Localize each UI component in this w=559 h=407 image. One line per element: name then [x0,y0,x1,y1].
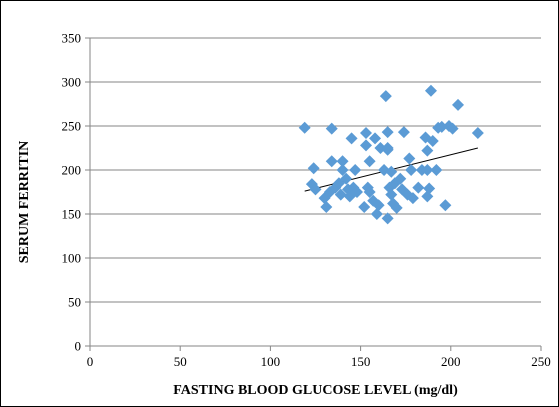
y-axis-title: SERUM FERRITIN [17,141,32,264]
x-tick-label: 100 [261,354,281,369]
data-point [421,144,434,157]
data-point [423,182,436,195]
y-tick-label: 150 [62,207,82,222]
data-point [363,155,376,168]
data-point [345,132,358,145]
data-point [358,200,371,213]
data-point [381,212,394,225]
data-points [298,84,484,225]
y-tick-label: 300 [62,75,82,90]
y-tick-label: 0 [75,339,82,354]
data-point [325,155,338,168]
data-point [405,164,418,176]
x-tick-label: 150 [351,354,371,369]
axes [85,37,542,351]
data-point [397,126,410,139]
data-point [390,201,403,214]
tick-labels: 0 50 100 150 200 250 300 350 0 50 100 150 200 250 [62,31,551,370]
data-point [369,132,382,145]
data-point [421,190,434,203]
data-point [446,122,459,135]
data-point [439,199,452,212]
data-point [349,164,362,176]
y-tick-label: 200 [62,163,82,178]
x-tick-label: 250 [531,354,551,369]
data-point [385,165,398,178]
data-point [370,208,383,220]
data-point [426,134,439,147]
data-point [412,181,425,194]
data-point [309,183,322,196]
data-point [334,188,347,201]
data-point [381,143,394,156]
x-tick-label: 200 [441,354,461,369]
data-point [394,172,407,185]
data-point [381,126,394,139]
gridlines [90,37,541,303]
data-point [360,127,373,140]
data-point [350,186,363,198]
data-point [379,90,392,103]
data-point [307,162,320,175]
data-point [424,84,437,97]
y-tick-label: 50 [68,295,81,310]
data-point [385,188,398,201]
data-point [430,164,443,176]
data-point [340,172,353,185]
x-tick-label: 50 [174,354,187,369]
y-tick-label: 100 [62,251,82,266]
x-tick-label: 0 [87,354,94,369]
data-point [298,121,311,134]
data-point [406,192,419,205]
data-point [435,120,448,133]
data-point [452,98,465,111]
data-point [325,122,338,135]
x-axis-title: FASTING BLOOD GLUCOSE LEVEL (mg/dl) [173,383,458,398]
data-point [336,155,349,168]
data-point [320,200,333,213]
data-point [471,127,484,140]
y-tick-label: 350 [62,31,82,46]
y-tick-label: 250 [62,119,82,134]
data-point [421,164,434,176]
data-point [363,186,376,198]
data-point [336,164,349,176]
data-point [403,152,416,165]
data-point [372,199,385,212]
data-point [360,139,373,152]
